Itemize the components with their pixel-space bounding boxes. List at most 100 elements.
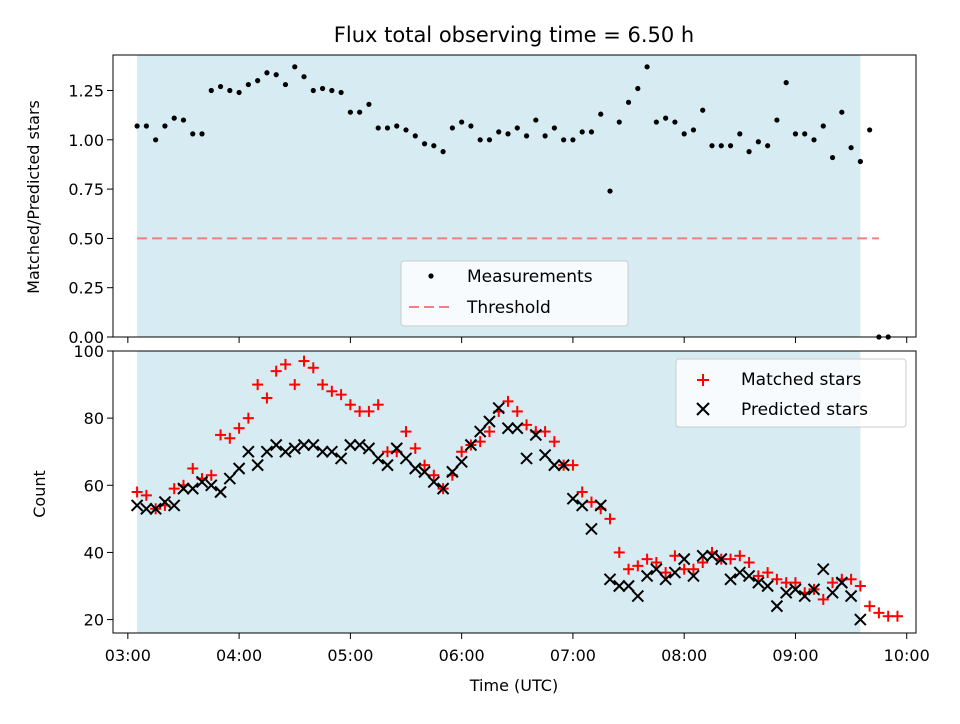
predicted-point-59 — [677, 552, 691, 566]
predicted-point-32 — [427, 475, 441, 489]
matched-point-27 — [381, 446, 393, 458]
bottom-y-tick-label-4: 100 — [73, 342, 104, 361]
predicted-point-53 — [622, 579, 635, 593]
measurement-point-68 — [765, 143, 771, 149]
measurement-point-4 — [171, 115, 177, 121]
predicted-point-72 — [798, 589, 811, 603]
predicted-point-46 — [557, 458, 570, 472]
matched-point-65 — [734, 550, 746, 562]
measurement-point-36 — [468, 123, 474, 129]
measurement-point-2 — [153, 137, 159, 143]
matched-point-60 — [687, 563, 699, 575]
measurement-point-61 — [700, 107, 706, 113]
predicted-point-52 — [613, 579, 626, 593]
measurement-point-79 — [867, 127, 873, 133]
predicted-point-13 — [251, 458, 264, 472]
legend-label-matched: Matched stars — [741, 370, 861, 390]
measurement-point-6 — [190, 131, 196, 137]
matched-point-14 — [261, 392, 273, 404]
top-x-ticks — [127, 337, 908, 343]
measurement-point-64 — [727, 143, 734, 149]
predicted-point-8 — [205, 479, 218, 492]
measurement-point-7 — [199, 131, 205, 137]
top-y-tick-label-2: 0.50 — [68, 229, 104, 248]
matched-point-32 — [428, 469, 440, 481]
measurement-point-50 — [598, 111, 604, 117]
predicted-point-47 — [566, 492, 580, 505]
matched-point-41 — [511, 405, 523, 417]
count-panel: 20 40 60 80 100 03:00 04:00 05:00 06:00 07:00 08:… — [30, 342, 930, 695]
predicted-point-14 — [260, 445, 274, 458]
measurement-point-20 — [319, 85, 326, 92]
predicted-point-49 — [585, 522, 598, 536]
matched-point-78 — [854, 580, 866, 592]
predicted-point-48 — [575, 499, 589, 512]
measurement-point-27 — [384, 125, 391, 131]
measurement-point-63 — [718, 143, 724, 149]
predicted-point-37 — [473, 425, 487, 438]
measurement-point-37 — [477, 137, 483, 143]
measurement-point-54 — [635, 85, 641, 92]
measurement-point-28 — [394, 123, 400, 129]
measurement-point-10 — [227, 87, 233, 94]
measurement-point-75 — [829, 154, 836, 161]
matched-point-22 — [335, 389, 347, 401]
predicted-point-36 — [464, 438, 478, 452]
measurement-point-51 — [607, 188, 613, 194]
measurement-point-26 — [375, 125, 381, 131]
measurement-point-29 — [403, 127, 409, 133]
x-tick-label-2: 05:00 — [327, 646, 373, 665]
matched-point-1 — [140, 489, 152, 501]
matched-point-52 — [613, 546, 625, 558]
measurement-point-49 — [588, 129, 595, 135]
matched-point-59 — [678, 563, 690, 575]
predicted-point-71 — [789, 583, 802, 596]
matched-point-55 — [641, 553, 653, 565]
x-axis-label: Time (UTC) — [469, 676, 558, 695]
bottom-y-tick-label-0: 20 — [84, 611, 104, 630]
matched-point-17 — [289, 379, 301, 391]
predicted-point-10 — [223, 472, 237, 485]
measurement-point-41 — [514, 125, 520, 131]
predicted-point-33 — [436, 482, 450, 495]
predicted-point-58 — [668, 566, 682, 579]
matched-point-0 — [131, 486, 143, 498]
measurement-point-70 — [783, 80, 789, 86]
predicted-point-29 — [399, 452, 413, 465]
predicted-point-21 — [325, 445, 339, 458]
matched-point-54 — [632, 560, 644, 572]
matched-point-51 — [604, 513, 616, 525]
legend-marker-matched — [697, 374, 709, 386]
top-y-tick-label-1: 0.25 — [68, 279, 104, 298]
matched-point-23 — [344, 399, 356, 411]
predicted-point-28 — [390, 442, 403, 455]
matched-point-30 — [409, 442, 421, 454]
measurement-point-9 — [217, 83, 224, 90]
measurement-point-53 — [625, 99, 632, 105]
measurement-point-60 — [690, 127, 697, 133]
top-legend: Measurements Threshold — [400, 260, 629, 327]
predicted-point-25 — [362, 442, 376, 455]
matched-point-8 — [205, 469, 217, 481]
legend-marker-predicted — [696, 402, 710, 416]
top-y-tick-label-5: 1.25 — [68, 81, 104, 100]
matched-point-24 — [354, 405, 366, 417]
top-y-tick-label-4: 1.00 — [68, 131, 104, 150]
top-y-ticks: 0.00 0.25 0.50 0.75 1.00 1.25 — [68, 81, 113, 347]
predicted-point-6 — [186, 482, 199, 495]
measurement-point-39 — [496, 129, 502, 135]
measurement-point-32 — [431, 143, 437, 149]
matched-point-68 — [762, 567, 774, 579]
predicted-point-67 — [752, 576, 765, 589]
predicted-point-1 — [140, 502, 153, 515]
bottom-x-ticks: 03:00 04:00 05:00 06:00 07:00 08:00 09:00 10:00 — [105, 633, 930, 665]
predicted-point-17 — [288, 442, 301, 455]
matched-point-70 — [780, 577, 792, 589]
predicted-point-26 — [371, 452, 385, 465]
top-y-axis-label: Matched/Predicted stars — [24, 100, 43, 294]
predicted-point-39 — [492, 401, 505, 415]
measurement-point-47 — [570, 137, 576, 143]
measurement-point-38 — [486, 137, 493, 143]
measurement-point-40 — [505, 131, 511, 137]
predicted-point-64 — [724, 573, 737, 586]
